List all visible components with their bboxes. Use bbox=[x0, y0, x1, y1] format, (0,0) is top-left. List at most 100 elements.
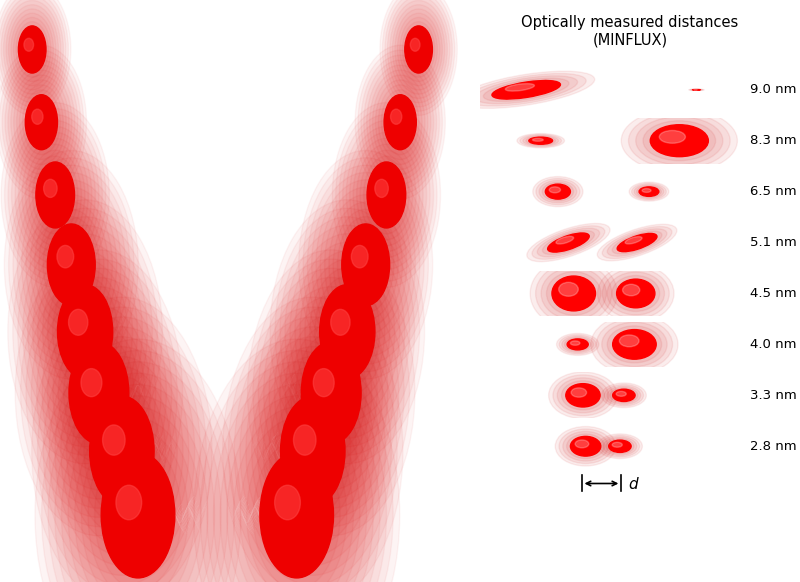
Ellipse shape bbox=[567, 339, 588, 350]
Ellipse shape bbox=[539, 180, 577, 203]
Ellipse shape bbox=[558, 378, 609, 413]
Ellipse shape bbox=[559, 335, 596, 354]
Ellipse shape bbox=[570, 436, 601, 456]
Ellipse shape bbox=[320, 285, 375, 379]
Ellipse shape bbox=[562, 336, 594, 353]
Ellipse shape bbox=[612, 231, 662, 254]
Ellipse shape bbox=[90, 396, 154, 506]
Ellipse shape bbox=[552, 276, 595, 311]
Ellipse shape bbox=[532, 226, 605, 259]
Ellipse shape bbox=[483, 78, 569, 101]
Ellipse shape bbox=[533, 139, 543, 141]
Ellipse shape bbox=[634, 184, 664, 198]
Ellipse shape bbox=[281, 396, 345, 506]
Ellipse shape bbox=[659, 130, 686, 143]
Ellipse shape bbox=[533, 176, 583, 207]
Ellipse shape bbox=[602, 322, 667, 367]
Text: 6.5 nm: 6.5 nm bbox=[750, 185, 797, 198]
Ellipse shape bbox=[613, 389, 635, 402]
Ellipse shape bbox=[260, 452, 334, 578]
Ellipse shape bbox=[612, 275, 660, 311]
Ellipse shape bbox=[546, 272, 601, 315]
Ellipse shape bbox=[603, 437, 637, 456]
Ellipse shape bbox=[596, 318, 673, 370]
Ellipse shape bbox=[523, 136, 558, 146]
Ellipse shape bbox=[598, 224, 677, 261]
Ellipse shape bbox=[617, 279, 655, 308]
Ellipse shape bbox=[570, 341, 580, 345]
Ellipse shape bbox=[604, 385, 643, 406]
Ellipse shape bbox=[629, 113, 730, 169]
Ellipse shape bbox=[566, 434, 605, 459]
Ellipse shape bbox=[351, 246, 368, 268]
Ellipse shape bbox=[526, 136, 555, 145]
Ellipse shape bbox=[558, 282, 578, 296]
Ellipse shape bbox=[607, 272, 665, 315]
Ellipse shape bbox=[536, 263, 612, 324]
Ellipse shape bbox=[559, 429, 612, 463]
Ellipse shape bbox=[546, 184, 570, 199]
Ellipse shape bbox=[622, 109, 738, 173]
Ellipse shape bbox=[591, 315, 678, 374]
Ellipse shape bbox=[26, 95, 58, 150]
Ellipse shape bbox=[602, 226, 672, 258]
Ellipse shape bbox=[632, 183, 666, 200]
Ellipse shape bbox=[598, 434, 642, 459]
Ellipse shape bbox=[625, 237, 642, 244]
Ellipse shape bbox=[294, 425, 316, 455]
Ellipse shape bbox=[610, 388, 638, 403]
Ellipse shape bbox=[571, 388, 586, 397]
Ellipse shape bbox=[602, 383, 646, 407]
Ellipse shape bbox=[24, 38, 34, 51]
Ellipse shape bbox=[116, 485, 142, 520]
Ellipse shape bbox=[536, 179, 580, 205]
Ellipse shape bbox=[530, 258, 618, 328]
Ellipse shape bbox=[556, 236, 574, 244]
Ellipse shape bbox=[302, 342, 361, 444]
Ellipse shape bbox=[69, 310, 88, 335]
Ellipse shape bbox=[616, 391, 626, 396]
Ellipse shape bbox=[565, 338, 591, 352]
Ellipse shape bbox=[405, 26, 433, 73]
Text: 4.5 nm: 4.5 nm bbox=[750, 287, 797, 300]
Ellipse shape bbox=[575, 440, 589, 448]
Ellipse shape bbox=[466, 73, 586, 106]
Ellipse shape bbox=[609, 440, 631, 452]
Text: $d$: $d$ bbox=[628, 477, 639, 492]
Ellipse shape bbox=[612, 442, 622, 447]
Ellipse shape bbox=[517, 134, 565, 148]
Ellipse shape bbox=[18, 26, 46, 73]
Ellipse shape bbox=[390, 109, 402, 125]
Ellipse shape bbox=[606, 438, 634, 454]
Text: 8.3 nm: 8.3 nm bbox=[750, 134, 797, 147]
Ellipse shape bbox=[629, 182, 669, 201]
Ellipse shape bbox=[619, 335, 639, 347]
Ellipse shape bbox=[384, 95, 416, 150]
Ellipse shape bbox=[32, 109, 43, 125]
Ellipse shape bbox=[520, 134, 562, 147]
Ellipse shape bbox=[557, 333, 598, 356]
Text: 3.3 nm: 3.3 nm bbox=[750, 389, 797, 402]
Ellipse shape bbox=[602, 268, 670, 318]
Ellipse shape bbox=[617, 233, 657, 251]
Ellipse shape bbox=[458, 71, 594, 108]
Ellipse shape bbox=[410, 38, 420, 51]
Ellipse shape bbox=[542, 182, 574, 201]
Ellipse shape bbox=[607, 229, 667, 256]
Ellipse shape bbox=[549, 372, 618, 418]
Ellipse shape bbox=[367, 162, 406, 228]
Ellipse shape bbox=[538, 228, 600, 257]
Ellipse shape bbox=[274, 485, 300, 520]
Ellipse shape bbox=[102, 425, 125, 455]
Ellipse shape bbox=[639, 187, 659, 196]
Ellipse shape bbox=[58, 285, 113, 379]
Ellipse shape bbox=[506, 84, 534, 91]
Ellipse shape bbox=[69, 342, 129, 444]
Ellipse shape bbox=[550, 187, 561, 193]
Text: 5.1 nm: 5.1 nm bbox=[750, 236, 797, 249]
Ellipse shape bbox=[314, 368, 334, 397]
Ellipse shape bbox=[527, 223, 610, 262]
Ellipse shape bbox=[566, 384, 600, 407]
Ellipse shape bbox=[529, 137, 553, 144]
Ellipse shape bbox=[548, 233, 590, 252]
